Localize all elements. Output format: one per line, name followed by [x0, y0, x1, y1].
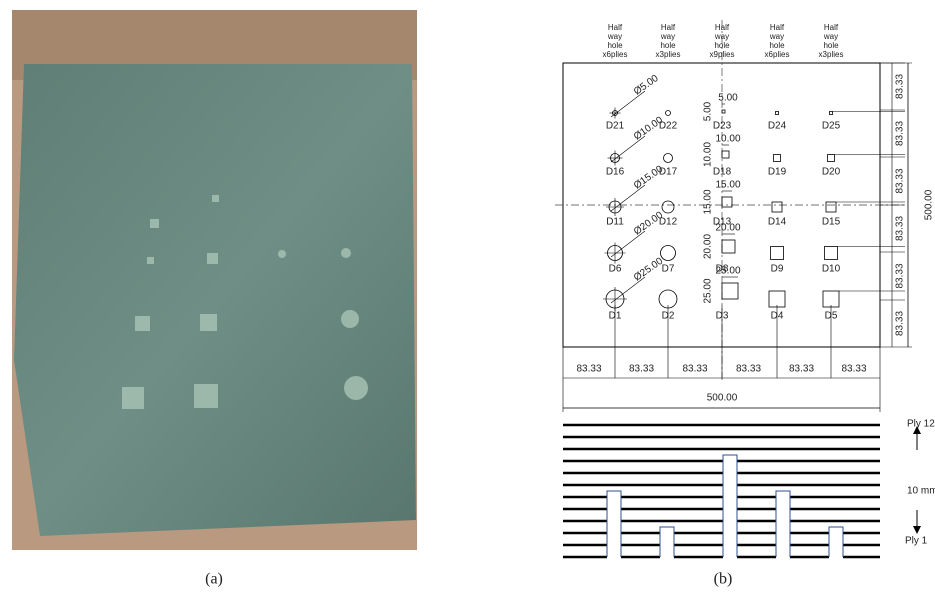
dim-label: 83.33 — [789, 364, 814, 375]
column-header: hole — [769, 41, 785, 50]
notch — [776, 491, 790, 557]
square-hole — [722, 197, 732, 207]
square-hole — [823, 291, 839, 307]
square-hole — [776, 112, 779, 115]
figure: (a) (b) 500.00 500.00 Ply 12 10 mm Ply 1… — [0, 0, 935, 594]
dim-label: 83.33 — [629, 364, 654, 375]
square-hole — [722, 283, 738, 299]
hole-label: D6 — [609, 264, 622, 275]
hole-label: D20 — [822, 167, 841, 178]
square-height: 5.00 — [703, 101, 714, 121]
square-width: 15.00 — [715, 180, 740, 191]
column-header: way — [823, 32, 838, 41]
column-header: way — [607, 32, 622, 41]
hole-label: D18 — [713, 167, 732, 178]
column-header: x6plies — [603, 50, 628, 59]
column-header: hole — [714, 41, 730, 50]
column-header: x6plies — [765, 50, 790, 59]
column-header: hole — [660, 41, 676, 50]
hole — [666, 111, 671, 116]
square-hole — [828, 155, 835, 162]
notch — [829, 527, 843, 557]
hole-label: D11 — [606, 217, 624, 228]
diameter-label: Ø25.00 — [632, 256, 666, 284]
hole-label: D19 — [768, 167, 787, 178]
hole-label: D24 — [768, 121, 787, 132]
square-height: 20.00 — [703, 234, 714, 259]
hole-label: D16 — [606, 167, 625, 178]
dim-label: 83.33 — [576, 364, 601, 375]
column-header: Half — [661, 23, 676, 32]
hole-label: D23 — [713, 121, 732, 132]
figure-canvas: (a) (b) 500.00 500.00 Ply 12 10 mm Ply 1… — [0, 0, 935, 594]
panel-label: (a) — [205, 571, 223, 588]
notch — [607, 491, 621, 557]
hole-label: D14 — [768, 217, 787, 228]
square-hole — [825, 247, 838, 260]
diameter-label: Ø5.00 — [632, 73, 661, 98]
column-header: x9plies — [710, 50, 735, 59]
square-width: 25.00 — [715, 266, 740, 277]
square-hole — [771, 247, 784, 260]
dim-label: 83.33 — [895, 216, 906, 241]
square-width: 10.00 — [715, 134, 740, 145]
dim-label: 83.33 — [895, 263, 906, 288]
hole-label: D10 — [822, 264, 841, 275]
square-width: 20.00 — [715, 223, 740, 234]
hole — [662, 201, 674, 213]
photo — [12, 10, 417, 550]
hole-label: D9 — [771, 264, 784, 275]
dim-label: 83.33 — [736, 364, 761, 375]
square-height: 25.00 — [703, 278, 714, 303]
column-header: way — [769, 32, 784, 41]
square-height: 10.00 — [703, 142, 714, 167]
square-hole — [722, 110, 725, 113]
notch — [723, 455, 737, 557]
panel-label: (b) — [714, 571, 733, 588]
hole — [661, 246, 676, 261]
hole-label: D15 — [822, 217, 841, 228]
dim-label: 83.33 — [895, 311, 906, 336]
square-height: 15.00 — [703, 189, 714, 214]
square-hole — [830, 112, 833, 115]
square-hole — [722, 151, 729, 158]
square-hole — [769, 291, 785, 307]
hole — [664, 154, 673, 163]
dim-label: 83.33 — [682, 364, 707, 375]
square-hole — [772, 202, 782, 212]
dim-label: 83.33 — [895, 121, 906, 146]
column-header: way — [660, 32, 675, 41]
dim-label: 83.33 — [841, 364, 866, 375]
column-header: Half — [824, 23, 839, 32]
total-width: 500.00 — [707, 393, 738, 404]
notch — [660, 527, 674, 557]
dim-label: 83.33 — [895, 168, 906, 193]
total-height: 500.00 — [924, 189, 935, 220]
hole-label: D21 — [606, 121, 625, 132]
square-hole — [722, 240, 735, 253]
column-header: way — [714, 32, 729, 41]
column-header: Half — [608, 23, 623, 32]
column-header: Half — [715, 23, 730, 32]
column-header: Half — [770, 23, 785, 32]
square-width: 5.00 — [718, 93, 738, 104]
square-hole — [774, 155, 781, 162]
column-header: hole — [607, 41, 623, 50]
column-header: x3plies — [656, 50, 681, 59]
square-hole — [826, 202, 836, 212]
ply-top: Ply 12 — [907, 419, 935, 430]
dim-label: 83.33 — [895, 74, 906, 99]
hole-label: D25 — [822, 121, 841, 132]
column-header: x3plies — [819, 50, 844, 59]
ply-bottom: Ply 1 — [905, 536, 928, 547]
thickness: 10 mm — [907, 486, 935, 497]
column-header: hole — [823, 41, 839, 50]
